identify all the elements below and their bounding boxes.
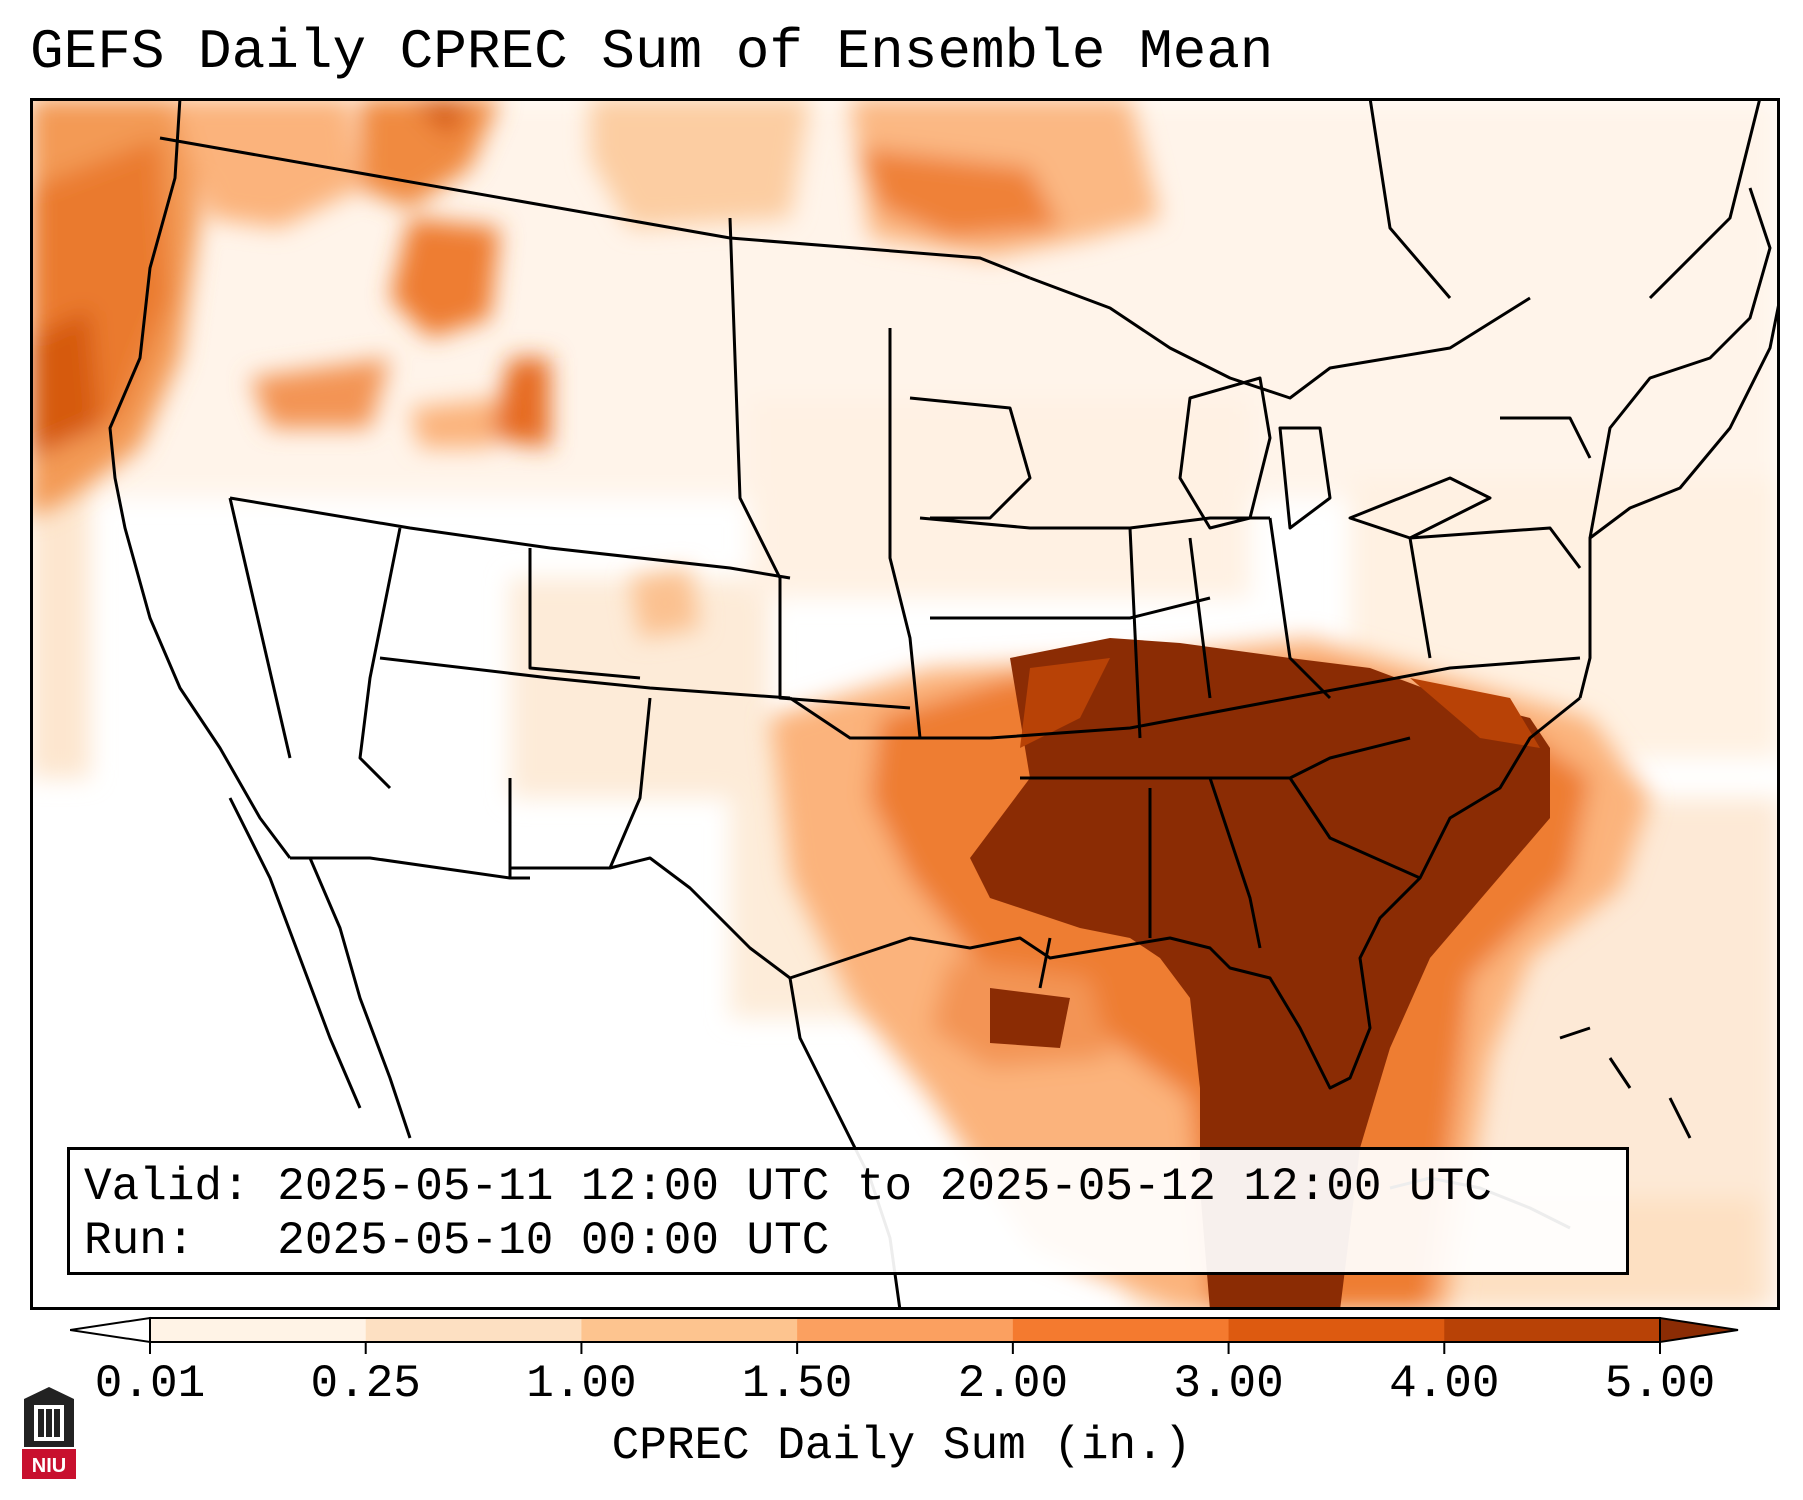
colorbar-over-arrow [1659,1316,1739,1344]
colorbar-under-arrow [70,1316,151,1344]
run-value: 2025-05-10 00:00 UTC [277,1215,830,1267]
colorbar-tick-label: 1.50 [741,1358,853,1410]
boundary-lines [108,98,1780,1310]
run-label: Run: [84,1215,195,1267]
colorbar-segment [365,1318,582,1342]
svg-text:NIU: NIU [32,1455,66,1477]
colorbar [70,1316,1739,1354]
colorbar-segment [1012,1318,1230,1342]
niu-logo: NIU [22,1387,76,1479]
colorbar-tick-label: 0.25 [310,1358,421,1410]
info-box: Valid: 2025-05-11 12:00 UTC to 2025-05-1… [67,1147,1629,1275]
colorbar-title: CPREC Daily Sum (in.) [611,1420,1192,1472]
colorbar-segment [797,1318,1014,1342]
valid-value: 2025-05-11 12:00 UTC to 2025-05-12 12:00… [277,1161,1492,1213]
colorbar-tick-label: 2.00 [957,1358,1069,1410]
colorbar-frame [149,1317,1661,1343]
run-row: Run: 2025-05-10 00:00 UTC [84,1214,1612,1268]
colorbar-segment [150,1318,367,1342]
map-title: GEFS Daily CPREC Sum of Ensemble Mean [30,20,1274,84]
map-frame [30,98,1780,1310]
valid-row: Valid: 2025-05-11 12:00 UTC to 2025-05-1… [84,1160,1612,1214]
colorbar-segment [581,1318,798,1342]
colorbar-tick-label: 4.00 [1389,1358,1500,1410]
colorbar-segment [1444,1318,1661,1342]
colorbar-segment [1228,1318,1445,1342]
colorbar-tick-label: 3.00 [1173,1358,1284,1410]
precipitation-map [30,98,1780,1310]
valid-label: Valid: [84,1161,250,1213]
colorbar-tick-label: 1.00 [526,1358,637,1410]
colorbar-tick-label: 0.01 [94,1358,206,1410]
colorbar-tick-label: 5.00 [1604,1358,1716,1410]
